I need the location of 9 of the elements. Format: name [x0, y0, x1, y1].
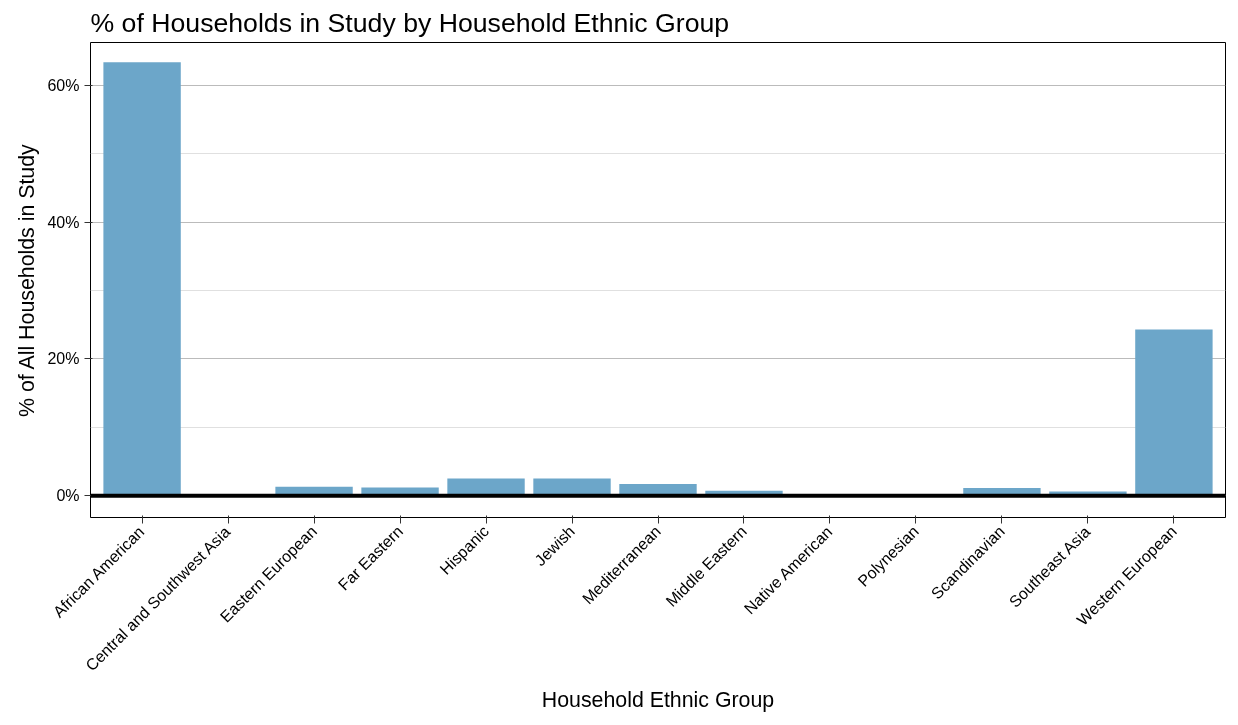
- bar: [1135, 329, 1213, 496]
- chart-title: % of Households in Study by Household Ethnic Group: [90, 7, 730, 38]
- y-tick-label: 40%: [47, 213, 80, 231]
- y-tick-label: 0%: [56, 487, 80, 505]
- y-tick-label: 20%: [47, 350, 80, 368]
- x-axis-title: Household Ethnic Group: [541, 688, 775, 713]
- bar: [103, 62, 181, 496]
- y-axis-title: % of All Households in Study: [15, 143, 40, 417]
- y-tick-label: 60%: [47, 77, 80, 95]
